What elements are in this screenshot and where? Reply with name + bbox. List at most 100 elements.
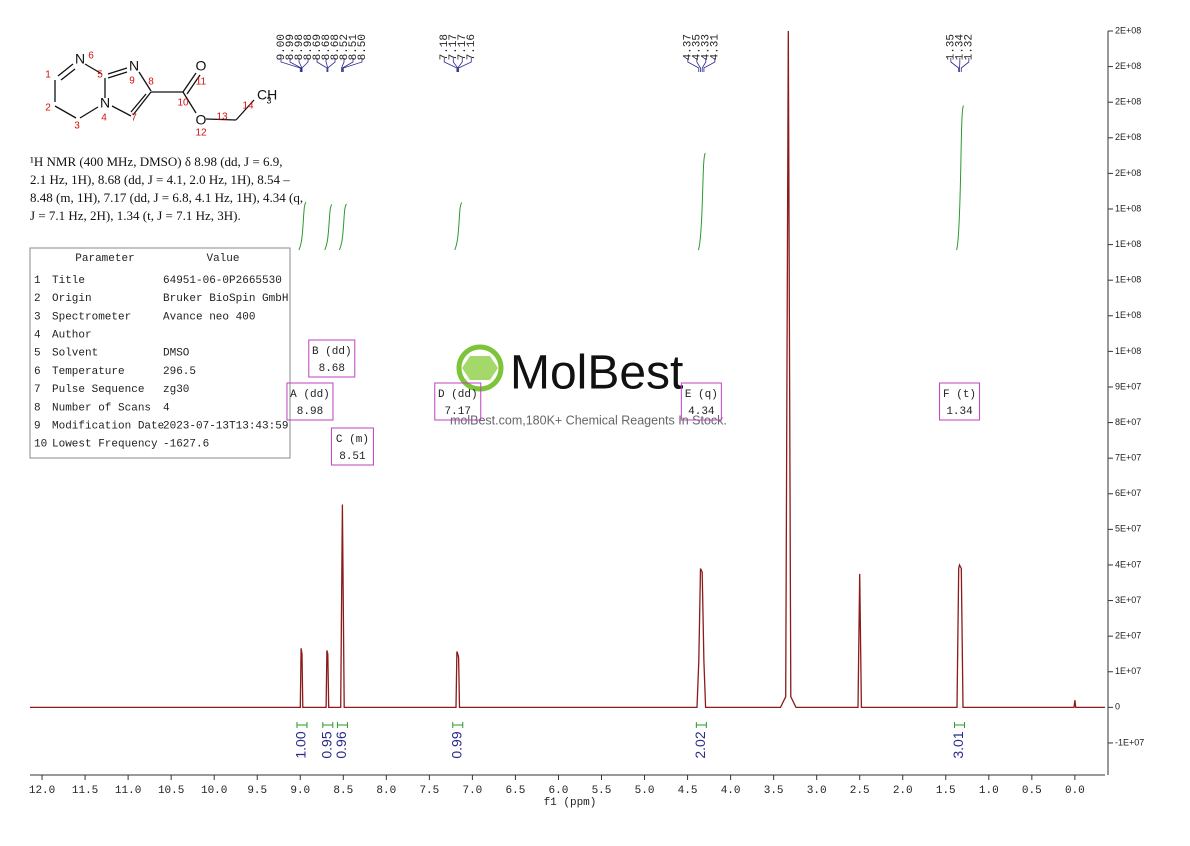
atom-number: 10 (177, 98, 189, 109)
x-tick-label: 10.0 (201, 785, 227, 797)
x-tick-label: 0.0 (1065, 785, 1085, 797)
y-tick-label: -1E+07 (1115, 737, 1144, 747)
x-tick-label: 3.0 (807, 785, 827, 797)
peak-label: 7.16 (466, 34, 478, 60)
peak-label: 1.32 (964, 34, 976, 60)
multiplet-name: B (dd) (312, 346, 352, 358)
y-tick-label: 1E+08 (1115, 203, 1141, 213)
table-cell: 10 (34, 439, 47, 451)
table-cell: Lowest Frequency (52, 439, 158, 451)
integral-label: 3.01 (950, 731, 966, 758)
peak-label: 4.31 (710, 34, 722, 61)
peak-label: 8.50 (357, 34, 369, 60)
table-cell: 6 (34, 366, 41, 378)
y-tick-label: 5E+07 (1115, 524, 1141, 534)
table-cell: Origin (52, 293, 92, 305)
y-tick-label: 4E+07 (1115, 559, 1141, 569)
integral-label: 0.99 (448, 731, 464, 758)
table-cell: Modification Date (52, 421, 164, 433)
table-cell: 296.5 (163, 366, 196, 378)
integral-bracket (337, 722, 347, 728)
atom-label: 3 (266, 95, 271, 105)
atom-number: 4 (101, 113, 107, 124)
watermark-brand: MolBest (510, 347, 683, 400)
atom-number: 13 (216, 112, 228, 123)
table-header: Parameter (75, 253, 134, 265)
atom-label: O (196, 58, 207, 74)
table-cell: Title (52, 275, 85, 287)
atom-label: N (129, 58, 139, 74)
x-tick-label: 3.5 (764, 785, 784, 797)
table-cell: 7 (34, 384, 41, 396)
multiplet-shift: 8.98 (297, 406, 323, 418)
integral-label: 1.00 (293, 731, 309, 758)
atom-number: 6 (88, 51, 94, 62)
x-tick-label: 12.0 (29, 785, 55, 797)
y-tick-label: 2E+08 (1115, 61, 1141, 71)
multiplet-shift: 8.51 (339, 451, 366, 463)
description-line: 2.1 Hz, 1H), 8.68 (dd, J = 4.1, 2.0 Hz, … (30, 172, 290, 187)
table-cell: 4 (34, 330, 41, 342)
atom-number: 12 (195, 128, 207, 139)
table-cell: 9 (34, 421, 41, 433)
integral-bracket (696, 722, 706, 728)
multiplet-shift: 4.34 (688, 406, 715, 418)
multiplet-shift: 7.17 (445, 406, 471, 418)
table-cell: Number of Scans (52, 402, 151, 414)
atom-number: 5 (97, 70, 103, 81)
x-axis-label: f1 (ppm) (544, 797, 597, 809)
x-tick-label: 7.5 (419, 785, 439, 797)
table-cell: 4 (163, 402, 170, 414)
table-cell: Pulse Sequence (52, 384, 144, 396)
table-cell: Bruker BioSpin GmbH (163, 293, 288, 305)
table-cell: Author (52, 330, 92, 342)
y-tick-label: 7E+07 (1115, 453, 1141, 463)
atom-number: 3 (74, 121, 80, 132)
x-tick-label: 7.0 (462, 785, 482, 797)
x-tick-label: 9.5 (247, 785, 267, 797)
y-tick-label: 2E+08 (1115, 25, 1141, 35)
x-tick-label: 4.5 (678, 785, 698, 797)
atom-number: 2 (45, 103, 51, 114)
table-cell: 2 (34, 293, 41, 305)
description-line: 8.48 (m, 1H), 7.17 (dd, J = 6.8, 4.1 Hz,… (30, 190, 303, 205)
integral-label: 0.95 (319, 731, 335, 758)
x-tick-label: 8.5 (333, 785, 353, 797)
integral-curve (698, 153, 705, 250)
table-cell: 1 (34, 275, 41, 287)
y-tick-label: 0 (1115, 702, 1120, 712)
table-cell: 64951-06-0P2665530 (163, 275, 282, 287)
table-cell: zg30 (163, 384, 189, 396)
description-line: ¹H NMR (400 MHz, DMSO) δ 8.98 (dd, J = 6… (30, 154, 282, 169)
y-tick-label: 3E+07 (1115, 595, 1141, 605)
table-cell: 2023-07-13T13:43:59 (163, 421, 288, 433)
x-tick-label: 10.5 (158, 785, 184, 797)
table-header: Value (206, 253, 239, 265)
atom-label: O (196, 112, 207, 128)
table-cell: 3 (34, 311, 41, 323)
x-tick-label: 8.0 (376, 785, 396, 797)
y-tick-label: 1E+07 (1115, 666, 1141, 676)
table-cell: Spectrometer (52, 311, 131, 323)
x-tick-label: 2.0 (893, 785, 913, 797)
x-tick-label: 5.0 (635, 785, 655, 797)
multiplet-name: A (dd) (290, 389, 330, 401)
x-tick-label: 4.0 (721, 785, 741, 797)
multiplet-name: E (q) (685, 389, 718, 401)
table-cell: DMSO (163, 348, 190, 360)
y-tick-label: 1E+08 (1115, 346, 1141, 356)
table-cell: Temperature (52, 366, 125, 378)
x-tick-label: 1.5 (936, 785, 956, 797)
watermark-logo (462, 356, 498, 380)
table-cell: Solvent (52, 348, 98, 360)
x-tick-label: 5.5 (592, 785, 612, 797)
x-tick-label: 1.0 (979, 785, 999, 797)
table-cell: 8 (34, 402, 41, 414)
y-tick-label: 6E+07 (1115, 488, 1141, 498)
x-tick-label: 6.0 (549, 785, 569, 797)
x-tick-label: 11.0 (115, 785, 141, 797)
table-cell: 5 (34, 348, 41, 360)
